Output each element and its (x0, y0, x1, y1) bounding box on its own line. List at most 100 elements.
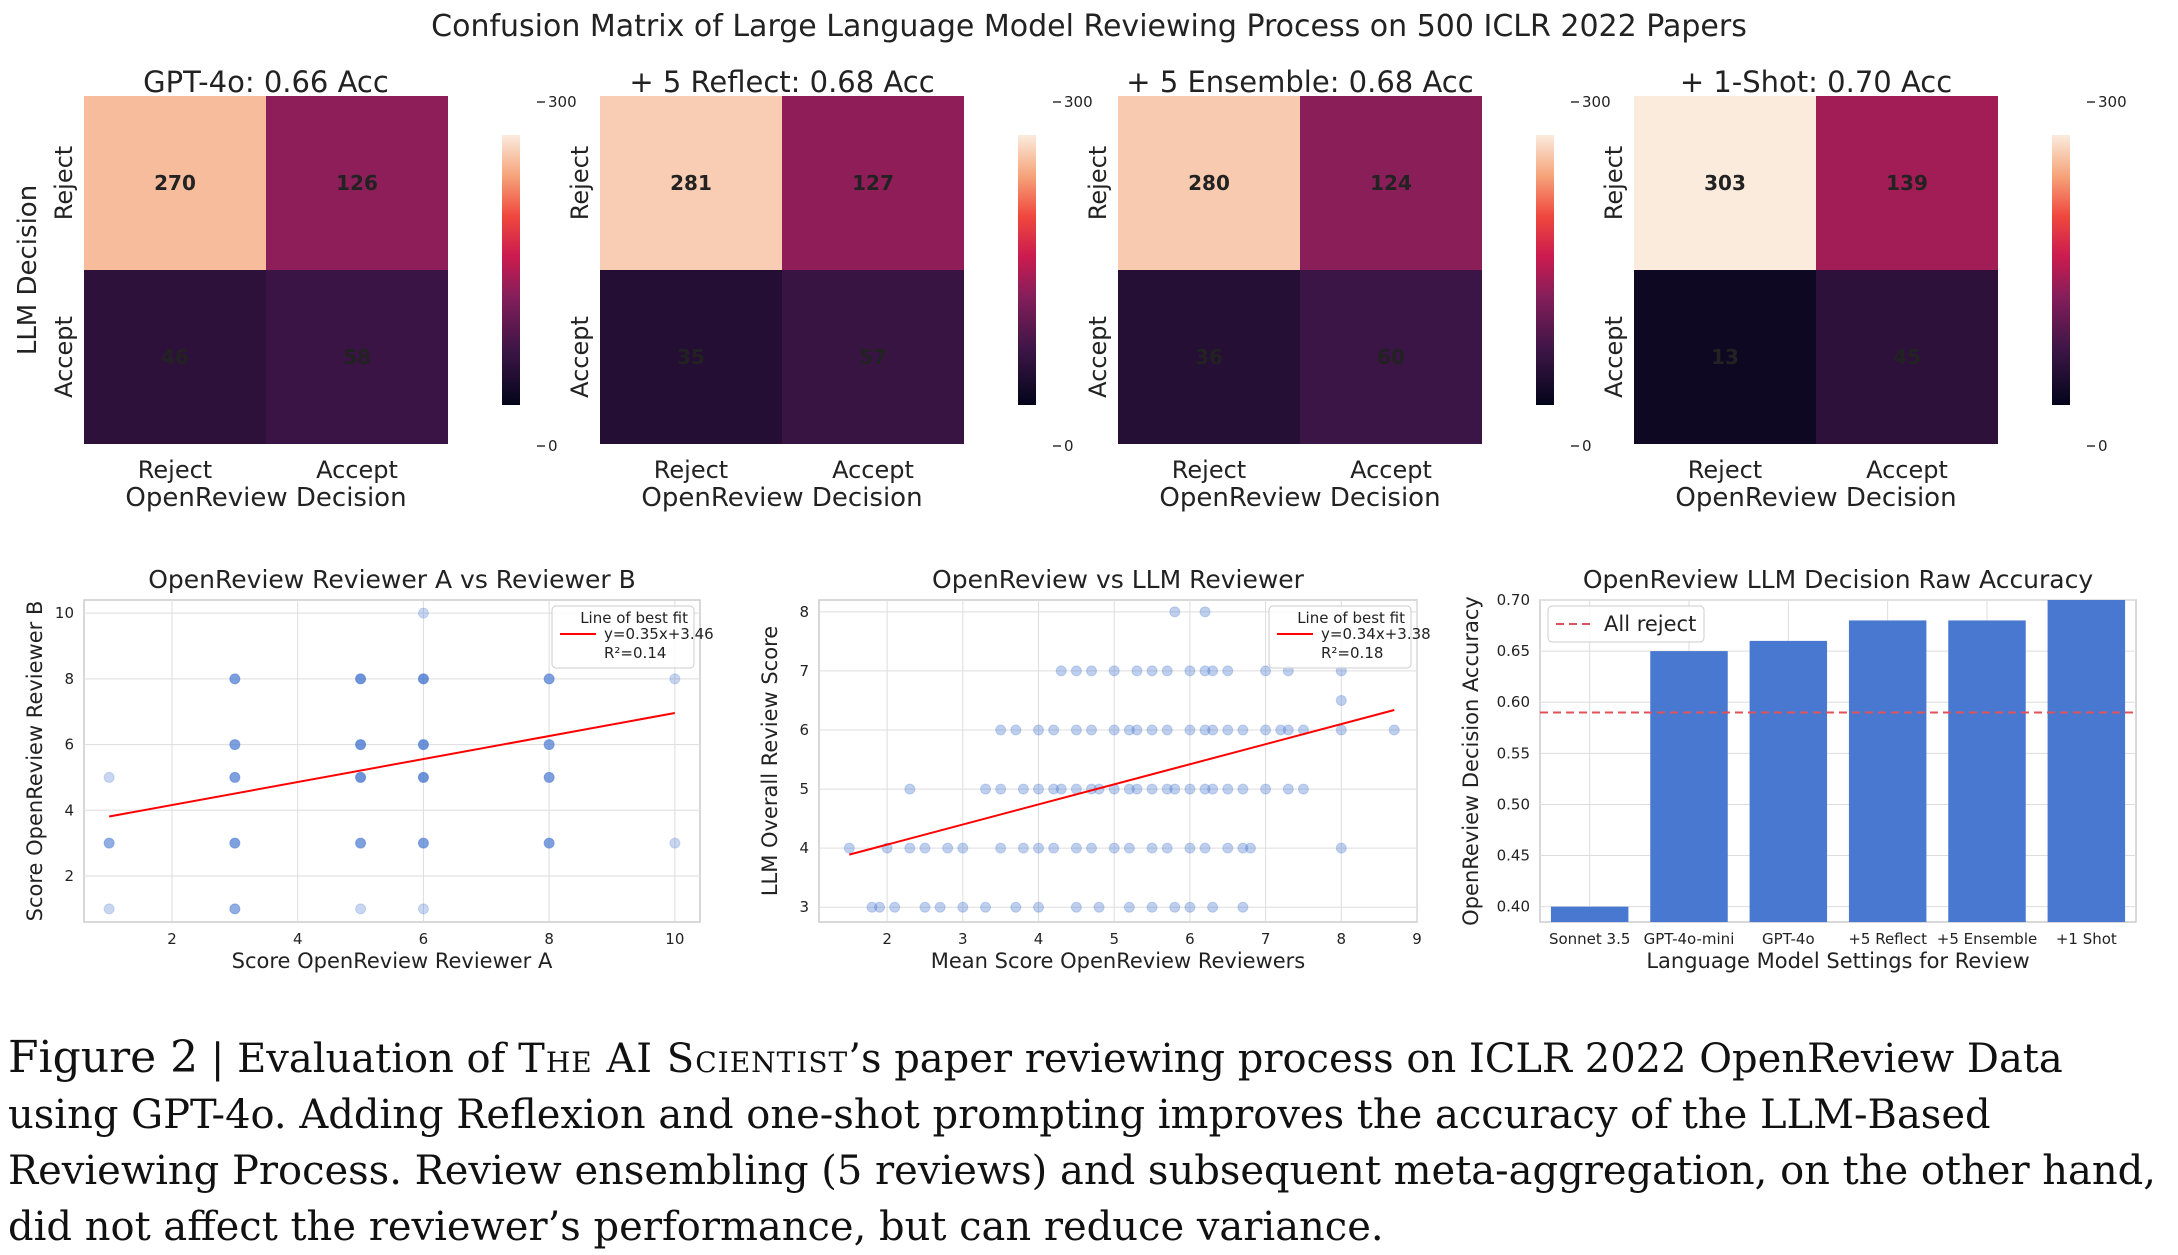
data-point (1010, 901, 1022, 913)
heatmap-cell-value: 58 (343, 345, 371, 369)
heatmap-cell-value: 126 (336, 171, 378, 195)
colorbar (2052, 135, 2070, 405)
y-tick-label: 6 (64, 736, 74, 754)
heatmap-cell (782, 270, 964, 444)
x-tick-label: 4 (1034, 930, 1044, 948)
data-point (1086, 724, 1098, 736)
data-point (1033, 783, 1045, 795)
heatmap-panel: GPT-4o: 0.66 Acc 270 126 46 58 Reject Accept Re… (13, 65, 577, 513)
data-point (1131, 724, 1143, 736)
colorbar-tick-label: 0 (1064, 437, 1074, 455)
x-axis-label: Language Model Settings for Review (1646, 949, 2029, 973)
data-point (1207, 901, 1219, 913)
data-point (1010, 724, 1022, 736)
colorbar-tick-label: 0 (2098, 437, 2108, 455)
x-tick-label: 10 (665, 930, 684, 948)
x-tick-label: Sonnet 3.5 (1549, 930, 1630, 948)
data-point (1070, 901, 1082, 913)
caption-text-before: Evaluation of (237, 1036, 519, 1082)
scatter-title: OpenReview vs LLM Reviewer (932, 565, 1305, 594)
legend-box (551, 605, 695, 669)
legend-box (1268, 605, 1412, 669)
data-point (1017, 842, 1029, 854)
heatmap-y-tick: Accept (566, 316, 594, 398)
heatmap-cell (266, 96, 448, 270)
data-point (980, 783, 992, 795)
data-point (1093, 901, 1105, 913)
caption-figure-label: Figure 2 (8, 1032, 199, 1083)
data-point (1282, 724, 1294, 736)
data-point (1017, 783, 1029, 795)
data-point (1108, 665, 1120, 677)
x-tick-label: GPT-4o-mini (1644, 930, 1735, 948)
data-point (1335, 842, 1347, 854)
data-point (995, 783, 1007, 795)
heatmap-y-tick: Reject (50, 146, 78, 220)
data-point (669, 837, 681, 849)
x-tick-label: 6 (419, 930, 429, 948)
heatmap-x-tick: Accept (1350, 456, 1432, 484)
heatmap-cell-value: 60 (1377, 345, 1405, 369)
data-point (919, 842, 931, 854)
bar (1948, 620, 2026, 922)
x-tick-label: +5 Reflect (1848, 930, 1927, 948)
data-point (1199, 724, 1211, 736)
bar (1550, 906, 1629, 922)
data-point (1184, 783, 1196, 795)
data-point (355, 837, 367, 849)
y-tick-label: 7 (799, 662, 809, 680)
data-point (1260, 783, 1272, 795)
data-point (229, 837, 241, 849)
data-point (1207, 724, 1219, 736)
heatmap-cell (1816, 270, 1998, 444)
colorbar-tick-label: 0 (548, 437, 558, 455)
y-tick-label: 0.70 (1497, 591, 1530, 609)
y-tick-label: 8 (799, 603, 809, 621)
heatmap-title: GPT-4o: 0.66 Acc (143, 65, 389, 99)
data-point (355, 739, 367, 751)
y-tick-label: 3 (799, 898, 809, 916)
heatmap-cell-value: 35 (677, 345, 705, 369)
x-tick-label: 2 (882, 930, 892, 948)
data-point (1184, 842, 1196, 854)
data-point (1123, 842, 1135, 854)
data-point (543, 739, 555, 751)
y-tick-label: 8 (64, 670, 74, 688)
data-point (957, 842, 969, 854)
data-point (1275, 724, 1287, 736)
heatmap-title: + 5 Ensemble: 0.68 Acc (1126, 65, 1473, 99)
data-point (1237, 901, 1249, 913)
heatmap-panel: + 5 Reflect: 0.68 Acc 281 127 35 57 Reject Acc… (566, 65, 1093, 513)
data-point (417, 837, 429, 849)
plot-frame (1539, 599, 2137, 923)
data-point (1161, 783, 1173, 795)
x-tick-label: 3 (958, 930, 968, 948)
heatmap-cell-value: 139 (1886, 171, 1928, 195)
data-point (1237, 724, 1249, 736)
heatmap-panel: + 5 Ensemble: 0.68 Acc 280 124 36 60 Reject Ac… (1084, 65, 1611, 513)
heatmap-x-label: OpenReview Decision (125, 483, 406, 513)
x-tick-label: 6 (1185, 930, 1195, 948)
x-tick-label: +5 Ensemble (1937, 930, 2037, 948)
data-point (543, 771, 555, 783)
data-point (1146, 842, 1158, 854)
data-point (229, 903, 241, 915)
confusion-matrices: GPT-4o: 0.66 Acc 270 126 46 58 Reject Accept Re… (13, 65, 2127, 513)
data-point (229, 739, 241, 751)
data-point (1146, 783, 1158, 795)
heatmap-x-tick: Accept (832, 456, 914, 484)
data-point (1055, 783, 1067, 795)
heatmap-y-tick: Reject (1084, 146, 1112, 220)
data-point (1388, 724, 1400, 736)
data-point (1070, 665, 1082, 677)
heatmap-y-tick: Accept (1084, 316, 1112, 398)
data-point (229, 771, 241, 783)
data-point (934, 901, 946, 913)
legend-r-squared: R²=0.14 (604, 644, 666, 662)
heatmap-cell (266, 270, 448, 444)
heatmap-cell-value: 127 (852, 171, 894, 195)
data-point (874, 901, 886, 913)
data-point (866, 901, 878, 913)
data-point (980, 901, 992, 913)
y-tick-label: 10 (55, 604, 74, 622)
